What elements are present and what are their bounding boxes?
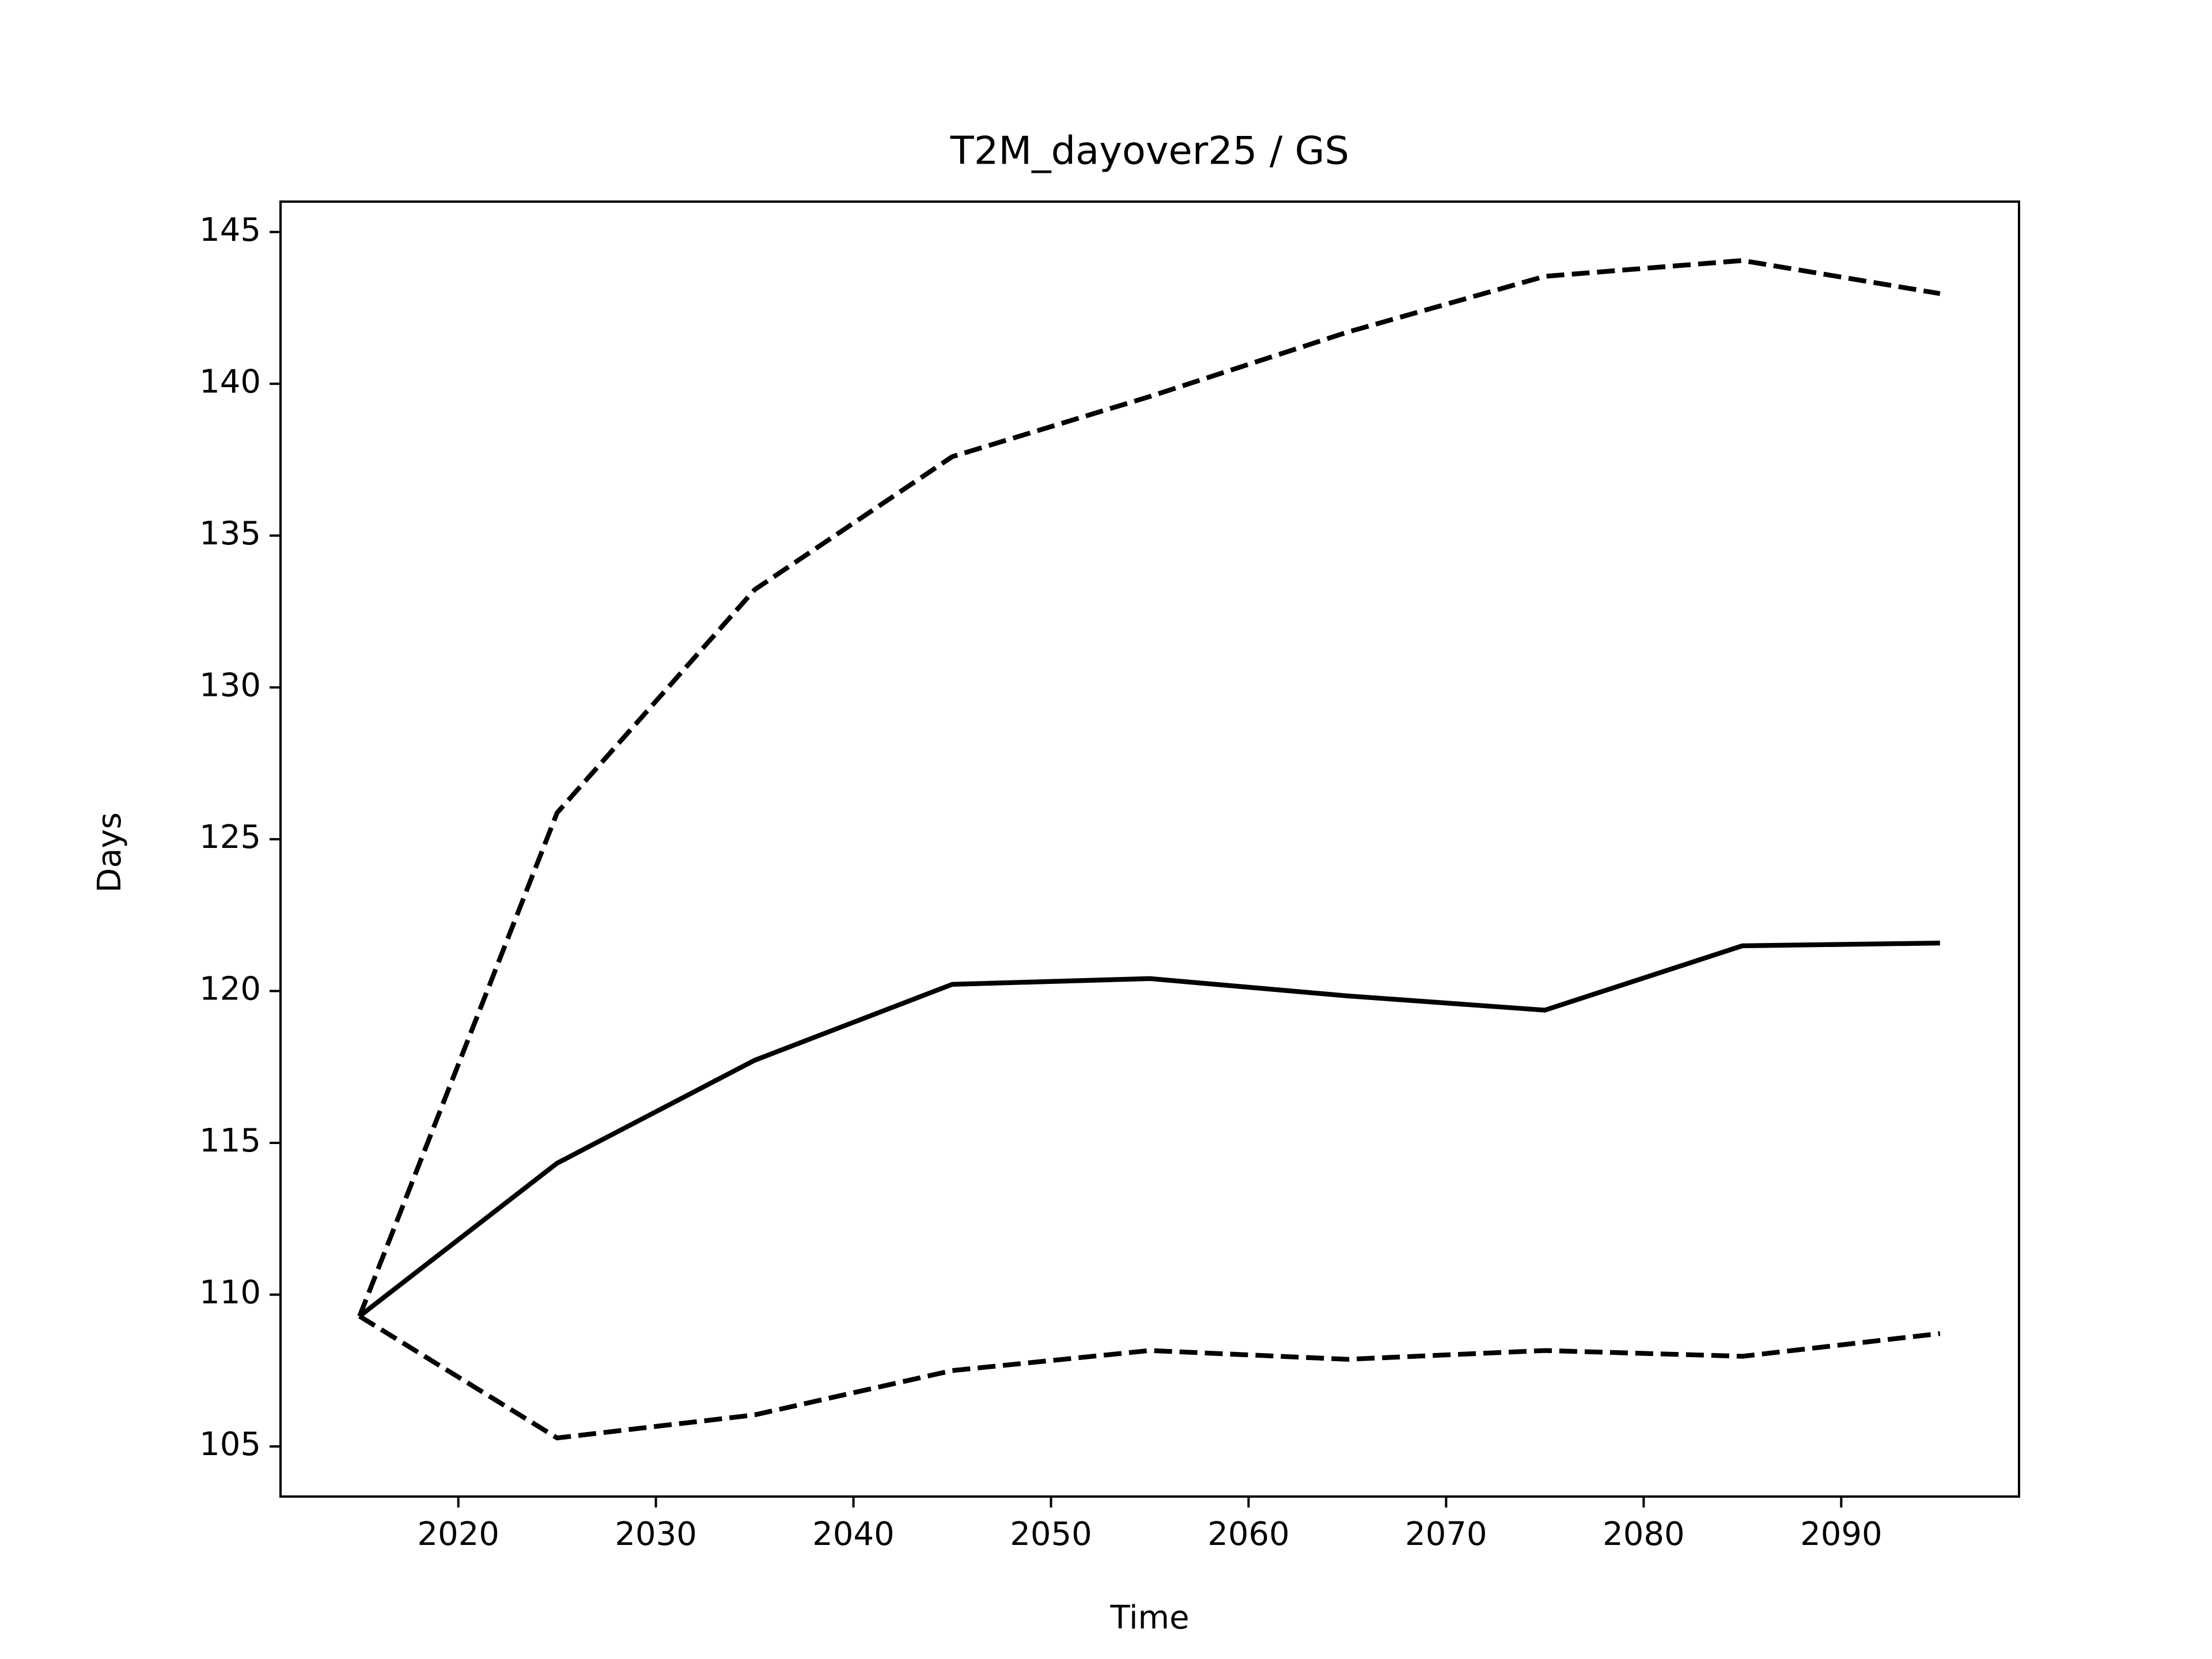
y-tick-label: 135 [199, 515, 261, 552]
x-tick-label: 2070 [1405, 1516, 1487, 1553]
plot-frame [279, 200, 2020, 1498]
y-tick-label: 145 [199, 211, 261, 249]
x-tick-label: 2020 [417, 1516, 499, 1553]
y-tick-label: 115 [199, 1122, 261, 1160]
series-line [357, 258, 1941, 1317]
x-tick-label: 2060 [1207, 1516, 1290, 1553]
x-tick-label: 2080 [1603, 1516, 1685, 1553]
series-line [358, 940, 1940, 1319]
x-axis-label: Time [1109, 1599, 1189, 1637]
y-tick-label: 105 [199, 1426, 261, 1463]
y-tick-label: 120 [199, 971, 261, 1008]
series-line [358, 1314, 1941, 1441]
x-tick-label: 2050 [1010, 1516, 1092, 1553]
y-tick-label: 130 [199, 666, 261, 704]
chart-title: T2M_dayover25 / GS [950, 128, 1349, 173]
y-tick-label: 110 [199, 1274, 261, 1312]
x-tick-label: 2040 [812, 1516, 895, 1553]
x-tick-label: 2030 [615, 1516, 697, 1553]
y-axis-label: Days [91, 812, 128, 893]
y-tick-label: 140 [199, 363, 261, 400]
x-tick-label: 2090 [1800, 1516, 1883, 1553]
y-tick-label: 125 [199, 819, 261, 856]
